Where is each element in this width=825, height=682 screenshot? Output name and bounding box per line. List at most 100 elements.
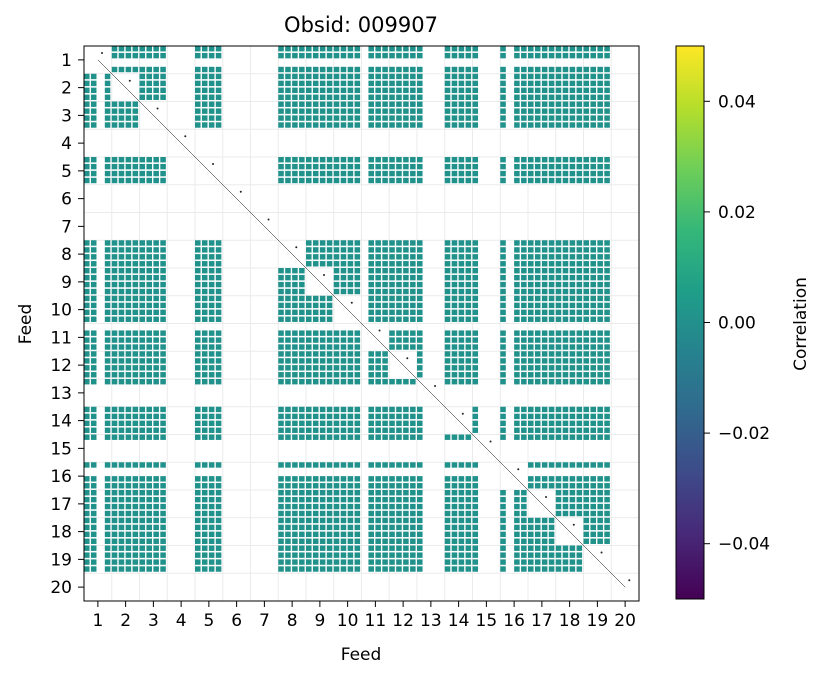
heatmap-cell <box>215 372 222 378</box>
heatmap-cell <box>569 87 576 94</box>
heatmap-cell <box>354 379 361 385</box>
heatmap-cell <box>306 483 312 489</box>
heatmap-cell <box>215 420 222 427</box>
heatmap-cell <box>472 295 479 302</box>
heatmap-cell <box>534 240 541 246</box>
heatmap-cell <box>333 413 340 420</box>
heatmap-cell <box>368 46 374 52</box>
heatmap-cell <box>521 566 527 572</box>
heatmap-cell <box>139 483 146 489</box>
heatmap-cell <box>90 87 97 94</box>
heatmap-cell <box>118 170 125 177</box>
heatmap-cell <box>160 531 166 538</box>
heatmap-cell <box>583 115 590 121</box>
heatmap-cell <box>111 302 118 309</box>
heatmap-cell <box>472 268 479 274</box>
heatmap-cell <box>597 510 603 517</box>
heatmap-cell <box>562 268 569 274</box>
heatmap-cell <box>90 413 97 420</box>
heatmap-cell <box>555 115 562 121</box>
heatmap-cell <box>514 268 520 274</box>
heatmap-cell <box>583 73 590 80</box>
heatmap-cell <box>146 427 152 433</box>
heatmap-cell <box>472 66 479 73</box>
heatmap-cell <box>319 490 326 496</box>
heatmap-cell <box>541 66 548 73</box>
heatmap-cell <box>514 358 520 364</box>
heatmap-cell <box>132 254 139 260</box>
heatmap-cell <box>597 268 603 274</box>
heatmap-cell <box>389 177 395 184</box>
heatmap-cell <box>451 462 458 468</box>
heatmap-cell <box>160 420 166 427</box>
heatmap-cell <box>278 462 284 468</box>
heatmap-cell <box>299 379 305 385</box>
heatmap-cell <box>444 170 451 177</box>
heatmap-cell <box>319 420 326 427</box>
heatmap-cell <box>604 316 610 322</box>
heatmap-cell <box>354 288 361 295</box>
heatmap-cell <box>333 268 340 274</box>
heatmap-cell <box>451 157 458 163</box>
heatmap-cell <box>403 510 409 517</box>
heatmap-cell <box>292 288 298 295</box>
heatmap-cell <box>104 365 111 371</box>
heatmap-cell <box>195 531 201 538</box>
heatmap-cell <box>444 108 451 114</box>
heatmap-cell <box>410 503 416 510</box>
heatmap-cell <box>396 427 402 433</box>
heatmap-cell <box>389 496 395 503</box>
heatmap-cell <box>465 496 472 503</box>
heatmap-cell <box>90 254 97 260</box>
heatmap-cell <box>417 94 423 100</box>
heatmap-cell <box>118 163 125 170</box>
heatmap-cell <box>90 531 97 538</box>
heatmap-cell <box>146 170 152 177</box>
heatmap-cell <box>576 476 583 482</box>
heatmap-cell <box>319 94 326 100</box>
heatmap-cell <box>292 177 298 184</box>
heatmap-cell <box>396 337 402 343</box>
heatmap-cell <box>195 337 201 343</box>
heatmap-cell <box>576 281 583 288</box>
heatmap-cell <box>306 427 312 433</box>
heatmap-cell <box>292 122 298 128</box>
heatmap-cell <box>160 66 166 73</box>
heatmap-cell <box>125 66 132 73</box>
heatmap-cell <box>465 302 472 309</box>
heatmap-cell <box>514 337 520 343</box>
heatmap-cell <box>583 531 590 538</box>
heatmap-cell <box>299 434 305 440</box>
heatmap-cell <box>215 73 222 80</box>
heatmap-cell <box>285 46 291 52</box>
heatmap-cell <box>604 462 610 468</box>
heatmap-cell <box>347 157 354 163</box>
heatmap-cell <box>354 66 361 73</box>
heatmap-cell <box>104 302 111 309</box>
heatmap-cell <box>458 351 465 357</box>
heatmap-cell <box>104 538 111 544</box>
heatmap-cell <box>139 281 146 288</box>
heatmap-cell <box>403 288 409 295</box>
heatmap-cell <box>548 427 555 433</box>
heatmap-cell <box>472 337 479 343</box>
heatmap-cell <box>125 351 132 357</box>
heatmap-cell <box>396 66 402 73</box>
heatmap-cell <box>528 157 534 163</box>
heatmap-cell <box>541 274 548 281</box>
heatmap-cell <box>576 163 583 170</box>
heatmap-cell <box>347 517 354 524</box>
heatmap-cell <box>500 344 506 350</box>
heatmap-cell <box>576 490 583 496</box>
heatmap-cell <box>500 52 506 59</box>
heatmap-cell <box>278 170 284 177</box>
heatmap-cell <box>292 379 298 385</box>
heatmap-cell <box>583 503 590 510</box>
heatmap-cell <box>104 420 111 427</box>
heatmap-cell <box>590 295 596 302</box>
heatmap-cell <box>90 524 97 531</box>
heatmap-cell <box>555 365 562 371</box>
heatmap-cell <box>292 170 298 177</box>
heatmap-cell <box>208 261 215 267</box>
